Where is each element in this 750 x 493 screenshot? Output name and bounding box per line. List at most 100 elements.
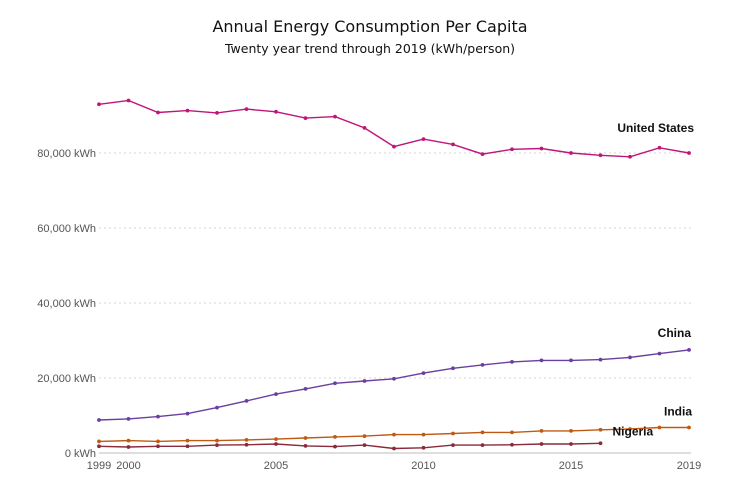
data-point-india — [628, 427, 632, 431]
x-tick-label: 2010 — [411, 460, 435, 472]
y-tick-label: 20,000 kWh — [37, 373, 96, 385]
data-point-nigeria — [421, 445, 426, 450]
data-point-united-states — [244, 107, 249, 112]
data-point-india — [215, 438, 219, 443]
y-tick-label: 40,000 kWh — [37, 298, 96, 310]
data-point-china — [539, 358, 544, 363]
data-point-india — [421, 432, 426, 437]
data-point-india — [657, 425, 662, 430]
data-point-india — [480, 430, 485, 435]
data-point-china — [274, 392, 278, 397]
data-point-united-states — [185, 108, 190, 113]
data-point-nigeria — [392, 446, 396, 451]
data-point-united-states — [628, 154, 632, 159]
x-tick-label: 1999 — [87, 460, 111, 472]
y-tick-label: 60,000 kWh — [37, 223, 96, 235]
data-point-india — [392, 432, 396, 437]
data-point-united-states — [539, 146, 544, 151]
data-point-nigeria — [156, 444, 160, 449]
x-tick-label: 2019 — [677, 460, 701, 472]
data-point-china — [421, 371, 426, 376]
data-point-nigeria — [126, 445, 131, 449]
data-point-nigeria — [215, 443, 219, 448]
data-point-nigeria — [598, 441, 603, 446]
data-point-china — [244, 398, 249, 403]
data-point-india — [539, 428, 544, 433]
axes: 0 kWh 20,000 kWh 40,000 kWh 60,000 kWh 80,00… — [37, 148, 701, 472]
data-point-nigeria — [451, 443, 455, 448]
data-point-india — [451, 431, 455, 436]
series-label-united-states: United States — [617, 121, 694, 135]
data-point-india — [126, 438, 131, 443]
data-point-united-states — [480, 152, 485, 157]
data-point-nigeria — [244, 442, 249, 447]
data-point-china — [156, 414, 160, 419]
data-point-united-states — [392, 144, 396, 149]
data-point-china — [362, 379, 367, 383]
data-point-nigeria — [185, 444, 190, 449]
data-point-china — [480, 362, 485, 367]
y-tick-label: 0 kWh — [65, 448, 96, 460]
data-point-united-states — [274, 109, 278, 114]
chart-subtitle: Twenty year trend through 2019 (kWh/pers… — [224, 41, 515, 56]
series-labels: United States China India Nigeria — [613, 121, 695, 438]
data-point-united-states — [333, 114, 337, 119]
data-point-nigeria — [274, 442, 278, 446]
data-point-india — [185, 438, 190, 443]
x-tick-label: 2000 — [116, 460, 140, 472]
data-point-india — [97, 439, 101, 444]
data-point-united-states — [215, 110, 219, 115]
x-tick-label: 2015 — [559, 460, 583, 472]
data-point-india — [510, 430, 514, 435]
data-point-nigeria — [362, 443, 367, 448]
data-point-united-states — [421, 137, 426, 142]
data-point-united-states — [451, 142, 455, 147]
data-point-nigeria — [569, 442, 573, 446]
data-point-united-states — [303, 116, 308, 121]
data-point-united-states — [687, 151, 691, 155]
data-point-united-states — [657, 145, 662, 150]
data-point-china — [569, 358, 573, 363]
data-point-china — [687, 347, 691, 352]
series-label-china: China — [658, 326, 692, 340]
grid — [99, 152, 691, 379]
data-point-china — [126, 416, 131, 421]
data-point-india — [569, 428, 573, 433]
data-point-china — [185, 411, 190, 416]
data-point-india — [244, 437, 249, 442]
data-point-china — [598, 357, 603, 362]
data-point-nigeria — [97, 444, 101, 449]
data-point-india — [687, 425, 691, 430]
data-point-united-states — [156, 110, 160, 115]
series-line-nigeria — [98, 442, 601, 450]
data-point-india — [303, 436, 308, 440]
data-point-united-states — [362, 125, 367, 130]
x-tick-label: 2005 — [264, 460, 288, 472]
data-point-nigeria — [303, 443, 308, 448]
series-label-india: India — [664, 405, 692, 419]
data-point-nigeria — [480, 443, 485, 448]
series — [97, 98, 691, 451]
chart-title: Annual Energy Consumption Per Capita — [212, 17, 527, 36]
data-point-nigeria — [539, 442, 544, 446]
data-point-india — [598, 427, 603, 432]
data-point-india — [274, 437, 278, 442]
data-point-india — [333, 434, 337, 439]
data-point-united-states — [598, 153, 603, 158]
data-point-china — [657, 351, 662, 356]
data-point-china — [215, 405, 219, 410]
data-point-china — [628, 355, 632, 360]
data-point-united-states — [97, 102, 101, 107]
data-point-china — [303, 386, 308, 391]
series-label-nigeria: Nigeria — [613, 424, 654, 438]
data-point-nigeria — [510, 442, 514, 447]
y-tick-label: 80,000 kWh — [37, 148, 96, 160]
data-point-nigeria — [333, 444, 337, 449]
data-point-china — [333, 381, 337, 386]
data-point-united-states — [569, 151, 573, 155]
data-point-china — [451, 366, 455, 371]
data-point-china — [510, 359, 514, 364]
data-point-china — [97, 418, 101, 422]
data-point-india — [156, 439, 160, 444]
